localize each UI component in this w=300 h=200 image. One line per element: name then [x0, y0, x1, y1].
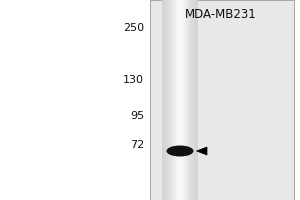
Bar	[184, 0, 185, 200]
Text: 250: 250	[123, 23, 144, 33]
Bar	[195, 0, 196, 200]
Text: 130: 130	[123, 75, 144, 85]
Bar	[150, 0, 294, 200]
Bar	[183, 0, 184, 200]
Bar	[190, 0, 191, 200]
Bar	[173, 0, 174, 200]
Bar	[169, 0, 170, 200]
Text: 95: 95	[130, 111, 144, 121]
Bar	[191, 0, 192, 200]
Bar	[164, 0, 165, 200]
Bar	[170, 0, 171, 200]
Bar	[179, 0, 180, 200]
Bar	[187, 0, 188, 200]
Bar	[181, 0, 182, 200]
Bar	[185, 0, 186, 200]
Bar	[193, 0, 194, 200]
Bar	[188, 0, 189, 200]
Text: MDA-MB231: MDA-MB231	[184, 8, 256, 21]
Bar	[178, 0, 179, 200]
Bar	[174, 0, 175, 200]
Bar	[163, 0, 164, 200]
Bar	[186, 0, 187, 200]
Bar	[167, 0, 168, 200]
Bar	[197, 0, 198, 200]
Bar	[172, 0, 173, 200]
Text: 72: 72	[130, 140, 144, 150]
Bar	[162, 0, 163, 200]
Bar	[194, 0, 195, 200]
Bar	[176, 0, 177, 200]
Ellipse shape	[167, 146, 194, 156]
Bar	[180, 0, 181, 200]
Bar	[189, 0, 190, 200]
Bar	[182, 0, 183, 200]
Bar	[166, 0, 167, 200]
Bar	[175, 0, 176, 200]
Bar	[196, 0, 197, 200]
Polygon shape	[196, 147, 207, 155]
Bar	[192, 0, 193, 200]
Bar	[171, 0, 172, 200]
Bar	[165, 0, 166, 200]
Bar	[168, 0, 169, 200]
Bar	[177, 0, 178, 200]
